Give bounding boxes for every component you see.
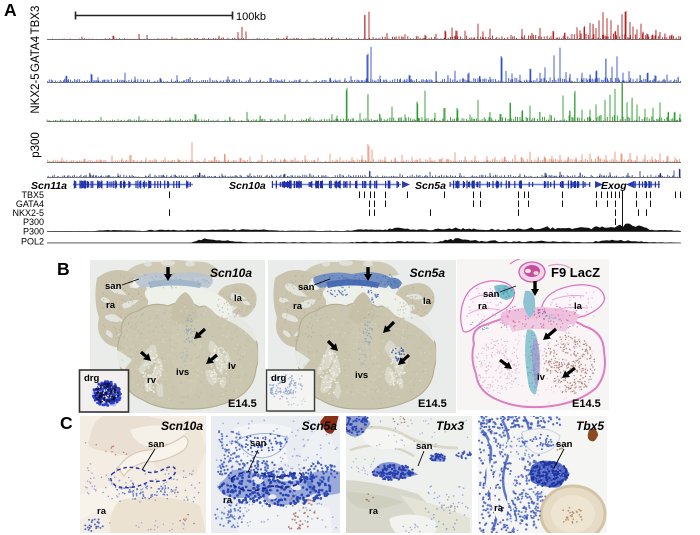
svg-text:la: la	[574, 301, 583, 312]
svg-text:Scn10a: Scn10a	[161, 419, 203, 433]
svg-text:Scn5a: Scn5a	[302, 419, 338, 433]
svg-text:Scn10a: Scn10a	[229, 180, 266, 192]
svg-text:B: B	[57, 259, 70, 279]
svg-text:la: la	[423, 296, 432, 307]
svg-text:ivs: ivs	[355, 370, 368, 381]
svg-text:rv: rv	[147, 375, 157, 386]
svg-text:TBX3: TBX3	[30, 6, 42, 35]
svg-text:ivs: ivs	[176, 367, 189, 378]
svg-text:san: san	[416, 441, 433, 452]
svg-text:iv: iv	[537, 372, 546, 383]
svg-text:GATA4: GATA4	[16, 199, 44, 209]
svg-text:Tbx3: Tbx3	[436, 419, 464, 433]
svg-text:E14.5: E14.5	[228, 398, 257, 410]
svg-text:ra: ra	[494, 503, 504, 514]
svg-text:ra: ra	[106, 300, 116, 311]
svg-text:la: la	[234, 293, 243, 304]
svg-text:lv: lv	[228, 361, 237, 372]
svg-text:san: san	[250, 438, 267, 449]
svg-text:Scn10a: Scn10a	[210, 266, 252, 280]
svg-text:san: san	[298, 282, 315, 293]
svg-text:TBX5: TBX5	[21, 190, 44, 200]
svg-text:P300: P300	[23, 227, 44, 237]
svg-text:POL2: POL2	[21, 237, 44, 247]
svg-text:NKX2-5: NKX2-5	[12, 208, 44, 218]
svg-text:P300: P300	[23, 217, 44, 227]
svg-text:GATA4: GATA4	[30, 35, 42, 72]
svg-text:A: A	[4, 0, 17, 20]
svg-text:E14.5: E14.5	[418, 398, 447, 410]
svg-text:Scn5a: Scn5a	[415, 180, 446, 192]
svg-text:drg: drg	[271, 373, 287, 384]
svg-text:ra: ra	[478, 301, 488, 312]
svg-text:Exog: Exog	[601, 180, 627, 192]
svg-text:san: san	[105, 281, 122, 292]
svg-text:C: C	[60, 413, 73, 433]
svg-text:ra: ra	[97, 506, 107, 517]
svg-text:F9 LacZ: F9 LacZ	[551, 265, 600, 280]
svg-text:san: san	[483, 289, 500, 300]
svg-text:Tbx5: Tbx5	[576, 419, 604, 433]
svg-text:E14.5: E14.5	[572, 398, 601, 410]
svg-text:Scn5a: Scn5a	[410, 266, 446, 280]
svg-text:drg: drg	[84, 373, 100, 384]
svg-text:100kb: 100kb	[236, 11, 266, 23]
svg-text:san: san	[148, 439, 165, 450]
svg-text:san: san	[556, 439, 573, 450]
svg-text:ra: ra	[293, 301, 303, 312]
svg-text:p300: p300	[30, 132, 42, 158]
svg-text:Scn11a: Scn11a	[31, 180, 67, 192]
svg-text:ra: ra	[369, 506, 379, 517]
svg-text:NKX2-5: NKX2-5	[30, 73, 42, 113]
svg-text:ra: ra	[223, 495, 233, 506]
